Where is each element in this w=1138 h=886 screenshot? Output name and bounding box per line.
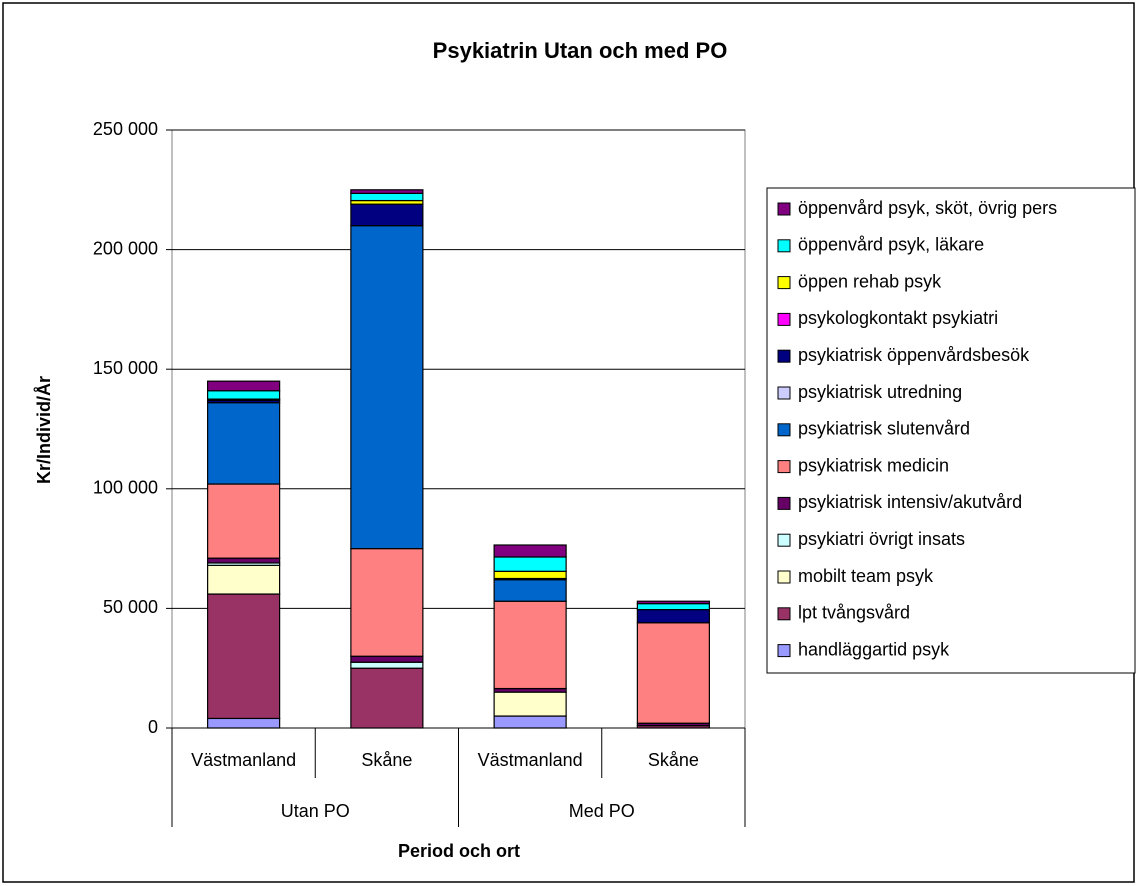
bar-segment xyxy=(636,608,710,624)
legend-label: psykiatri övrigt insats xyxy=(798,529,965,549)
legend-label: psykiatrisk slutenvård xyxy=(798,419,970,439)
x-tick-label: Skåne xyxy=(361,750,412,770)
bar-segment xyxy=(636,600,710,605)
group-label: Utan PO xyxy=(281,801,350,821)
bar-segment xyxy=(207,380,281,392)
y-tick-label: 200 000 xyxy=(93,238,158,258)
bar-segment xyxy=(636,603,710,611)
legend-swatch xyxy=(777,607,791,621)
bar-segment xyxy=(636,622,710,724)
group-label: Med PO xyxy=(569,801,635,821)
legend-swatch xyxy=(777,239,791,253)
bar-segment xyxy=(207,402,281,485)
bar-segment xyxy=(350,189,424,194)
bar-segment xyxy=(207,390,281,400)
legend-swatch xyxy=(777,533,791,547)
bar-segment xyxy=(493,570,567,580)
legend-label: psykiatrisk öppenvårdsbesök xyxy=(798,345,1030,365)
legend-swatch xyxy=(777,202,791,216)
y-tick-label: 50 000 xyxy=(103,597,158,617)
bar-segment xyxy=(207,593,281,720)
y-axis-label: Kr/Individ/År xyxy=(34,376,54,484)
legend-swatch xyxy=(777,312,791,326)
bar-segment xyxy=(493,691,567,717)
y-tick-label: 250 000 xyxy=(93,119,158,139)
legend-box xyxy=(766,187,1136,674)
legend-swatch xyxy=(777,644,791,658)
bar-segment xyxy=(493,600,567,690)
x-tick-label: Skåne xyxy=(648,750,699,770)
legend-label: handläggartid psyk xyxy=(798,639,950,659)
legend-swatch xyxy=(777,496,791,510)
bar-segment xyxy=(350,547,424,657)
x-axis-label: Period och ort xyxy=(398,841,520,861)
y-tick-label: 150 000 xyxy=(93,358,158,378)
legend-swatch xyxy=(777,349,791,363)
bar-segment xyxy=(350,667,424,729)
bar-segment xyxy=(350,203,424,227)
legend-label: mobilt team psyk xyxy=(798,566,934,586)
bar-segment xyxy=(350,655,424,663)
bar-segment xyxy=(207,717,281,729)
x-tick-label: Västmanland xyxy=(478,750,583,770)
x-tick-label: Västmanland xyxy=(191,750,296,770)
legend-label: öppenvård psyk, läkare xyxy=(798,235,984,255)
legend-swatch xyxy=(777,386,791,400)
chart-title: Psykiatrin Utan och med PO xyxy=(433,38,728,63)
bar-segment xyxy=(207,564,281,595)
bar-segment xyxy=(350,192,424,202)
bar-segment xyxy=(350,225,424,550)
legend-label: lpt tvångsvård xyxy=(798,603,910,623)
bar-segment xyxy=(207,483,281,559)
legend-label: psykologkontakt psykiatri xyxy=(798,308,998,328)
bar-segment xyxy=(493,579,567,602)
legend-swatch xyxy=(777,570,791,584)
legend-swatch xyxy=(777,423,791,437)
legend-swatch xyxy=(777,460,791,474)
legend-label: psykiatrisk medicin xyxy=(798,455,949,475)
legend-label: psykiatrisk utredning xyxy=(798,382,962,402)
y-tick-label: 100 000 xyxy=(93,478,158,498)
bar-segment xyxy=(207,557,281,564)
bar-segment xyxy=(493,556,567,572)
bar-segment xyxy=(493,715,567,729)
legend-swatch xyxy=(777,276,791,290)
legend-label: öppenvård psyk, sköt, övrig pers xyxy=(798,198,1057,218)
legend-label: psykiatrisk intensiv/akutvård xyxy=(798,492,1022,512)
bar-segment xyxy=(493,544,567,558)
legend-label: öppen rehab psyk xyxy=(798,271,942,291)
bar-segment xyxy=(350,661,424,669)
y-tick-label: 0 xyxy=(148,717,158,737)
